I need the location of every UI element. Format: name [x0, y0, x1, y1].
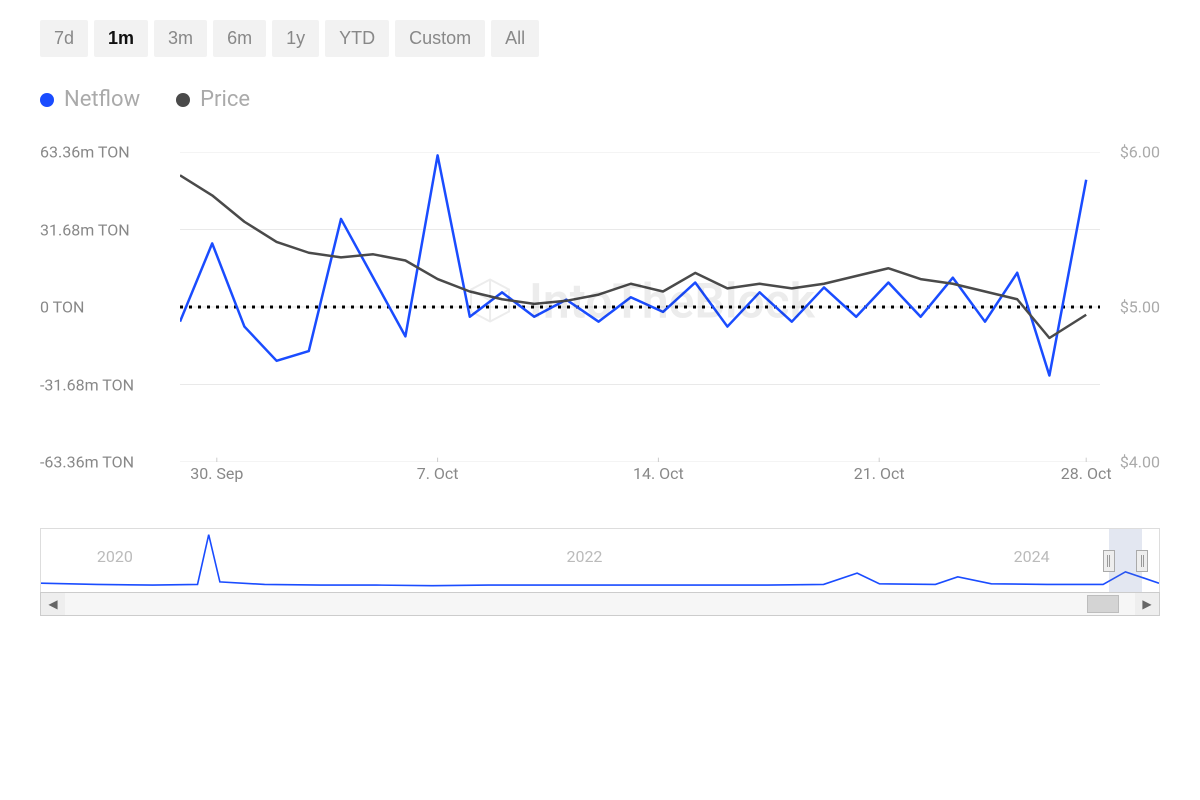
range-6m-button[interactable]: 6m: [213, 20, 266, 57]
x-tick-label: 30. Sep: [190, 464, 243, 483]
scroll-left-button[interactable]: ◀: [41, 593, 65, 615]
x-tick-label: 28. Oct: [1061, 464, 1112, 483]
x-tick-label: 7. Oct: [417, 464, 459, 483]
legend-dot-icon: [40, 93, 54, 107]
navigator[interactable]: 2020 2022 2024: [40, 528, 1160, 592]
x-axis: 30. Sep7. Oct14. Oct21. Oct28. Oct: [180, 464, 1100, 492]
chart-legend: Netflow Price: [40, 87, 1160, 112]
range-1y-button[interactable]: 1y: [272, 20, 319, 57]
y-right-tick-label: $5.00: [1120, 298, 1160, 317]
y-right-tick-label: $6.00: [1120, 143, 1160, 162]
scroll-track[interactable]: [65, 593, 1135, 615]
navigator-year-label: 2020: [97, 547, 133, 566]
navigator-year-label: 2024: [1014, 547, 1050, 566]
y-right-tick-label: $4.00: [1120, 453, 1160, 472]
range-1m-button[interactable]: 1m: [94, 20, 148, 57]
legend-dot-icon: [176, 93, 190, 107]
legend-item-price[interactable]: Price: [176, 87, 250, 112]
x-tick-label: 21. Oct: [854, 464, 905, 483]
navigator-year-label: 2022: [566, 547, 602, 566]
range-ytd-button[interactable]: YTD: [325, 20, 389, 57]
legend-item-netflow[interactable]: Netflow: [40, 87, 140, 112]
range-custom-button[interactable]: Custom: [395, 20, 485, 57]
range-3m-button[interactable]: 3m: [154, 20, 207, 57]
scroll-right-button[interactable]: ▶: [1135, 593, 1159, 615]
y-left-tick-label: 63.36m TON: [40, 143, 130, 162]
y-left-tick-label: 0 TON: [40, 298, 84, 317]
legend-label: Price: [200, 87, 250, 112]
y-left-tick-label: -31.68m TON: [40, 375, 134, 394]
range-all-button[interactable]: All: [491, 20, 539, 57]
y-left-tick-label: 31.68m TON: [40, 220, 130, 239]
y-axis-left: 63.36m TON31.68m TON0 TON-31.68m TON-63.…: [40, 152, 180, 492]
navigator-handle-right[interactable]: [1136, 550, 1148, 572]
legend-label: Netflow: [64, 87, 140, 112]
x-tick-label: 14. Oct: [633, 464, 684, 483]
range-7d-button[interactable]: 7d: [40, 20, 88, 57]
plot-area[interactable]: IntoTheBlock: [180, 152, 1100, 462]
scroll-thumb[interactable]: [1087, 595, 1119, 613]
y-left-tick-label: -63.36m TON: [40, 453, 134, 472]
navigator-selection[interactable]: [1109, 529, 1143, 592]
navigator-handle-left[interactable]: [1103, 550, 1115, 572]
navigator-scrollbar: ◀ ▶: [40, 592, 1160, 616]
range-button-group: 7d1m3m6m1yYTDCustomAll: [40, 20, 1160, 57]
chart-svg: [180, 152, 1100, 462]
main-chart: 63.36m TON31.68m TON0 TON-31.68m TON-63.…: [40, 152, 1160, 492]
